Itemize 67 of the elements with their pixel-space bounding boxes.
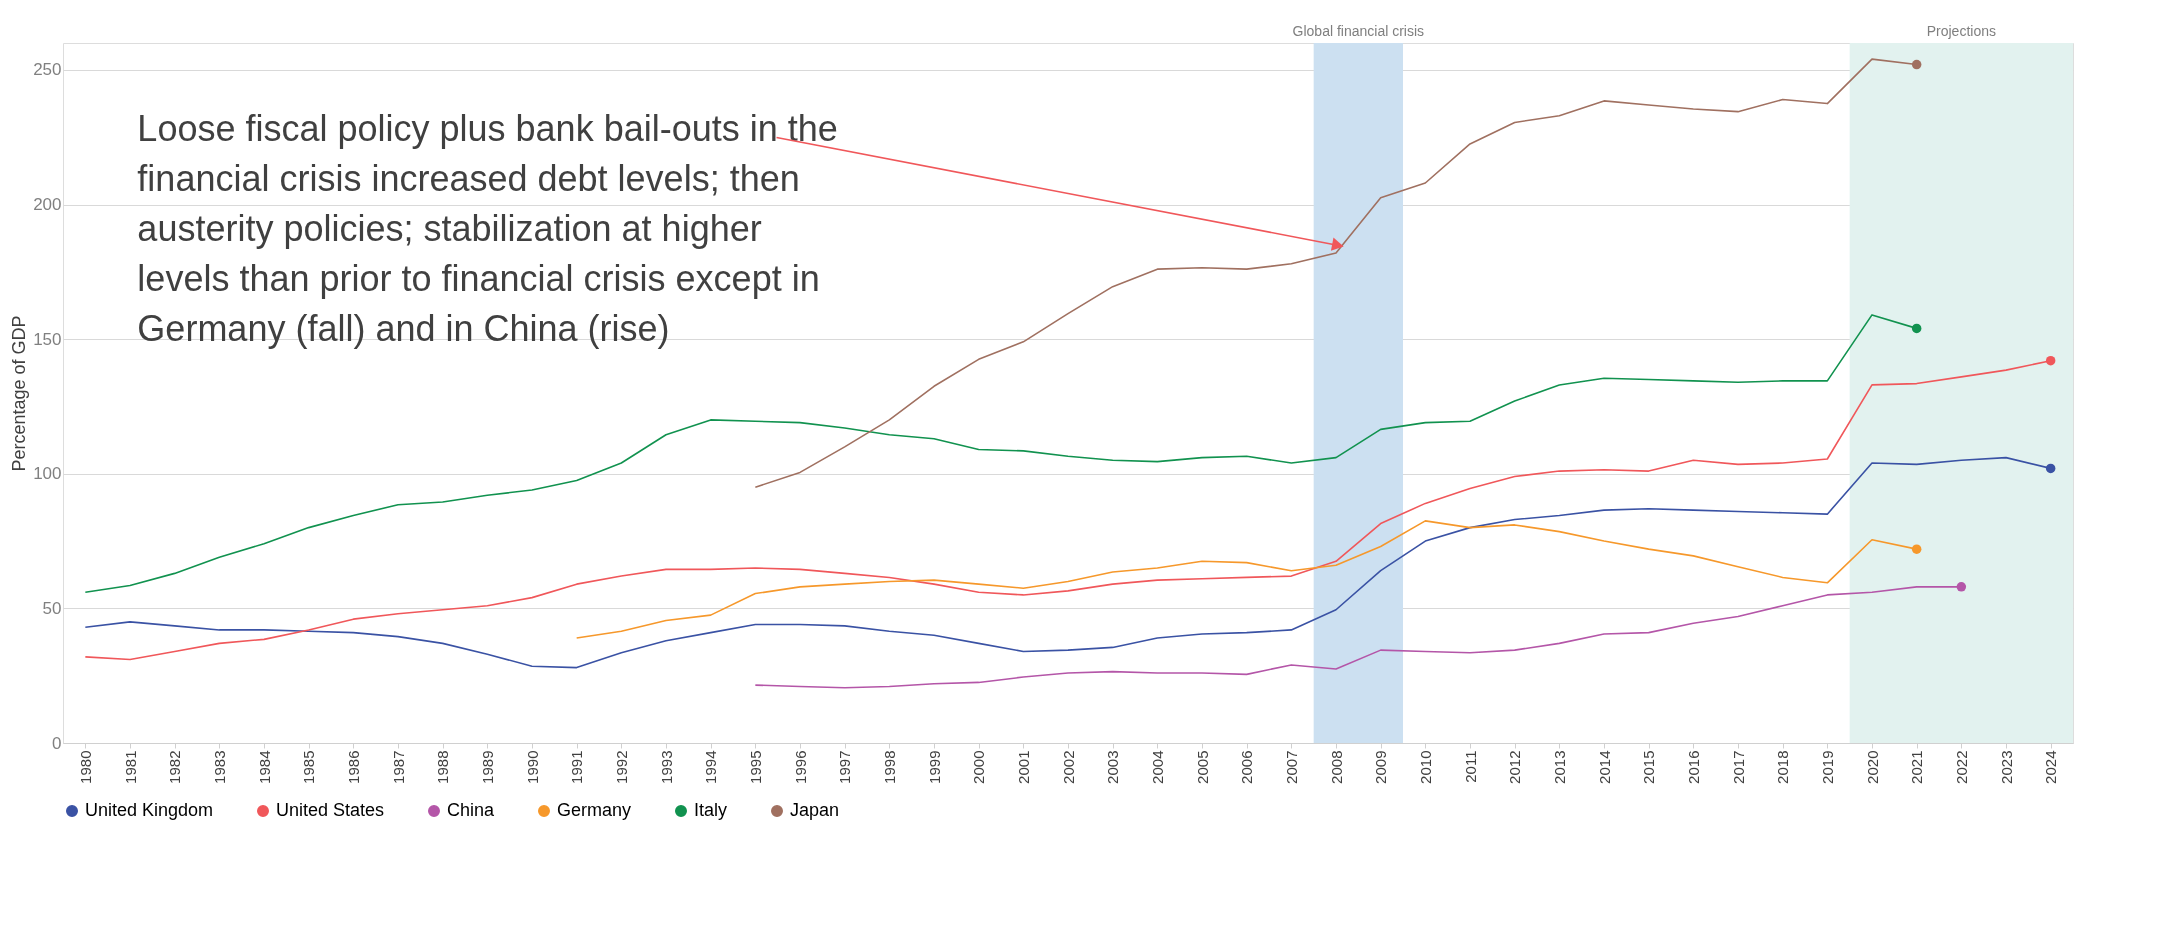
x-tick-label: 1980 <box>76 750 94 784</box>
x-tick-label: 2014 <box>1595 750 1613 784</box>
x-tick-label: 1996 <box>791 750 809 784</box>
band-label: Global financial crisis <box>1292 23 1425 39</box>
x-tick-label: 1995 <box>746 750 764 784</box>
legend-label: United Kingdom <box>85 800 214 820</box>
x-tick-label: 1988 <box>434 750 452 784</box>
x-tick-label: 1999 <box>925 750 943 784</box>
x-tick-label: 2018 <box>1774 750 1792 784</box>
x-tick-label: 2006 <box>1238 750 1256 784</box>
x-tick-label: 1993 <box>657 750 675 784</box>
point <box>1911 59 1922 70</box>
legend-label: United States <box>276 800 385 820</box>
x-tick-label: 2024 <box>2042 750 2060 784</box>
x-tick-label: 2021 <box>1908 750 1926 784</box>
x-tick-label: 2004 <box>1148 750 1166 784</box>
x-tick-label: 2020 <box>1863 750 1881 784</box>
y-tick-label: 0 <box>52 733 62 753</box>
x-tick-label: 2005 <box>1193 750 1211 784</box>
x-tick-label: 1984 <box>255 750 273 784</box>
x-tick-label: 1981 <box>121 750 139 784</box>
x-tick-label: 1998 <box>880 750 898 784</box>
point <box>1911 544 1922 554</box>
y-tick-label: 50 <box>42 598 62 618</box>
point <box>2045 463 2056 474</box>
x-tick-label: 1983 <box>210 750 228 784</box>
x-tick-label: 2017 <box>1729 750 1747 784</box>
x-tick-label: 1997 <box>836 750 854 784</box>
y-tick-label: 250 <box>33 60 62 80</box>
x-tick-label: 1994 <box>702 750 720 784</box>
point <box>1911 323 1922 334</box>
point <box>2045 355 2056 366</box>
x-tick-label: 2015 <box>1640 750 1658 784</box>
x-tick-label: 2003 <box>1104 750 1122 784</box>
x-tick-label: 2001 <box>1014 750 1032 784</box>
y-tick-label: 200 <box>33 195 62 215</box>
x-tick-label: 2010 <box>1416 750 1434 784</box>
x-tick-label: 2019 <box>1818 750 1836 784</box>
x-tick-label: 2016 <box>1684 750 1702 784</box>
x-tick-label: 1992 <box>612 750 630 784</box>
legend-label: China <box>447 800 496 820</box>
legend-label: Japan <box>790 800 840 820</box>
y-tick-label: 150 <box>33 329 62 349</box>
x-tick-label: 2022 <box>1952 750 1970 784</box>
x-tick-label: 1982 <box>166 750 184 784</box>
legend-label: Germany <box>557 800 632 820</box>
x-tick-label: 2000 <box>970 750 988 784</box>
x-tick-label: 2023 <box>1997 750 2015 784</box>
x-tick-label: 1986 <box>344 750 362 784</box>
x-tick-label: 1985 <box>300 750 318 784</box>
y-tick-label: 100 <box>33 464 62 484</box>
legend-label: Italy <box>694 800 728 820</box>
x-tick-label: 1987 <box>389 750 407 784</box>
x-tick-label: 1991 <box>568 750 586 784</box>
y-axis-title: Percentage of GDP <box>9 315 30 472</box>
x-tick-label: 2002 <box>1059 750 1077 784</box>
x-tick-label: 1990 <box>523 750 541 784</box>
x-tick-label: 2013 <box>1550 750 1568 784</box>
annotation: Loose fiscal policy plus bank bail-outs in the financial crisis increased debt levels; then austerity policies; stabilization at higher levels than prior to financial crisis except in Germany (fall) and in China (rise) <box>137 108 838 349</box>
x-tick-label: 2011 <box>1461 750 1479 783</box>
x-tick-label: 2007 <box>1282 750 1300 784</box>
point <box>1956 582 1967 592</box>
x-tick-label: 2009 <box>1372 750 1390 784</box>
band-label: Projections <box>1926 23 1996 39</box>
x-tick-label: 2008 <box>1327 750 1345 784</box>
x-tick-label: 1989 <box>478 750 496 784</box>
x-tick-label: 2012 <box>1506 750 1524 784</box>
